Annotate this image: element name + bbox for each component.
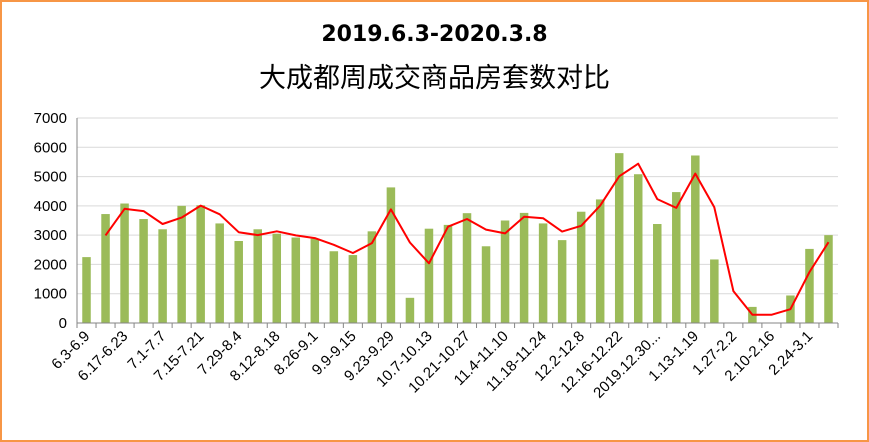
bar [538,223,548,323]
bar [291,237,301,323]
bar [481,246,491,323]
axes [76,118,839,328]
bar [633,174,643,323]
bar [595,199,605,323]
bar [405,297,415,323]
bar [386,187,396,323]
gridlines [77,117,838,295]
bar [805,248,814,323]
bar [234,241,243,323]
chart-title: 2019.6.3-2020.3.8 [321,22,548,47]
y-tick-label: 3000 [34,227,67,244]
bar [500,220,510,323]
bar [576,211,586,323]
bar [272,233,282,323]
y-tick-label: 4000 [34,198,67,215]
y-axis-tick-labels: 0 1000 2000 3000 4000 5000 6000 7000 [34,110,67,332]
bar [691,155,700,323]
bar [196,205,205,323]
bar [824,235,833,323]
bar [462,213,472,323]
y-tick-label: 2000 [34,256,67,273]
bar-series [82,153,833,323]
bar [215,223,224,323]
x-axis-tick-labels: 6.3-6.96.17-6.237.1-7.77.15-7.217.29-8.4… [48,328,816,402]
bar [139,219,148,323]
bar [710,259,719,323]
bar [158,229,167,323]
line-path [104,162,830,316]
y-tick-label: 7000 [34,110,67,127]
bar [82,257,91,323]
bar [672,192,681,323]
y-tick-label: 0 [59,315,67,332]
bar [177,205,186,323]
bar [614,153,624,323]
bar [367,231,377,323]
line-series [104,162,830,316]
bar [101,214,110,323]
bar [519,212,529,323]
bar [310,238,320,323]
bar [424,228,434,323]
y-tick-label: 5000 [34,169,67,186]
bar [329,251,339,323]
bar [443,224,453,323]
chart-subtitle: 大成都周成交商品房套数对比 [259,63,610,94]
bar [120,203,129,323]
bar [253,229,262,323]
y-tick-label: 6000 [34,139,67,156]
bar [348,255,358,323]
bar [557,240,567,323]
bar [653,224,662,323]
y-tick-label: 1000 [34,286,67,303]
